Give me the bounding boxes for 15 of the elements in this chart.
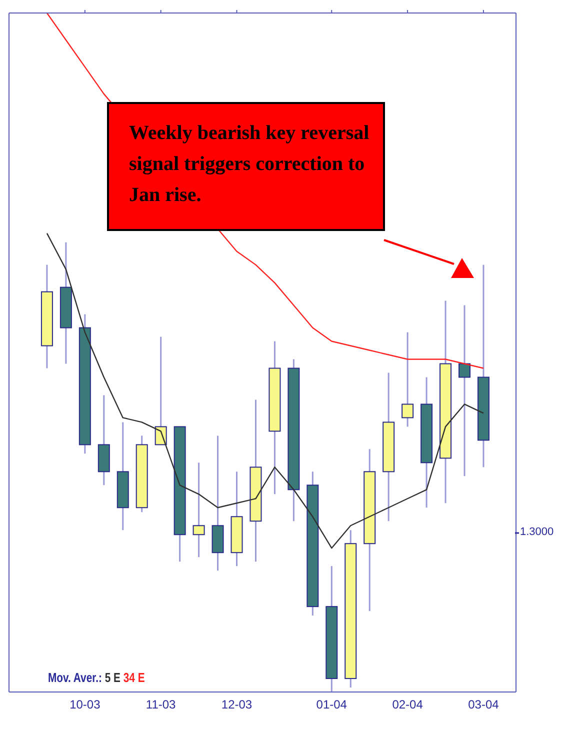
- candlestick: [154, 336, 167, 446]
- x-tick-label: 11-03: [146, 698, 176, 712]
- x-tick-label: 10-03: [70, 698, 101, 712]
- text: 5 E: [104, 670, 122, 685]
- x-tick-label: 02-04: [392, 698, 424, 712]
- candlestick: [458, 304, 470, 477]
- candlestick: [402, 332, 414, 428]
- text: Weekly bearish key reversal signal triggers correction to Jan rise.: [107, 102, 385, 231]
- legend-title: Mov. Aver.:: [48, 670, 103, 685]
- text: 34 E: [123, 670, 145, 685]
- x-tick-label: 03-04: [468, 698, 500, 712]
- x-tick-label: 01-04: [316, 698, 348, 712]
- x-tick-label: 12-03: [221, 698, 252, 712]
- text: 1.3000: [520, 526, 554, 538]
- candlestick: [192, 462, 205, 558]
